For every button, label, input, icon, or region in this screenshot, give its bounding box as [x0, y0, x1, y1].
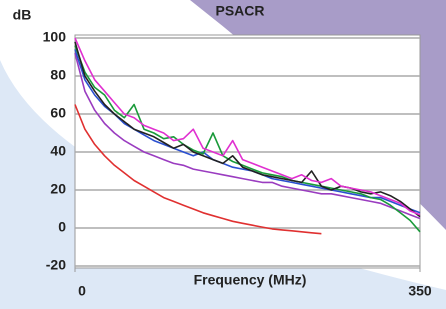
y-tick-label: 0 [58, 219, 66, 235]
x-axis-label: Frequency (MHz) [194, 272, 307, 288]
y-tick-label: 100 [43, 29, 67, 45]
y-tick-label: 40 [50, 143, 66, 159]
y-tick-label: -20 [46, 257, 66, 273]
chart: PSACR dB Frequency (MHz) -20 0 20 40 60 80 100… [0, 0, 446, 309]
x-tick-label: 350 [408, 283, 432, 299]
chart-title: PSACR [215, 3, 264, 19]
x-tick-label: 0 [78, 283, 86, 299]
y-axis-label: dB [13, 7, 32, 23]
y-tick-label: 80 [50, 67, 66, 83]
y-tick-label: 20 [50, 181, 66, 197]
y-tick-label: 60 [50, 105, 66, 121]
